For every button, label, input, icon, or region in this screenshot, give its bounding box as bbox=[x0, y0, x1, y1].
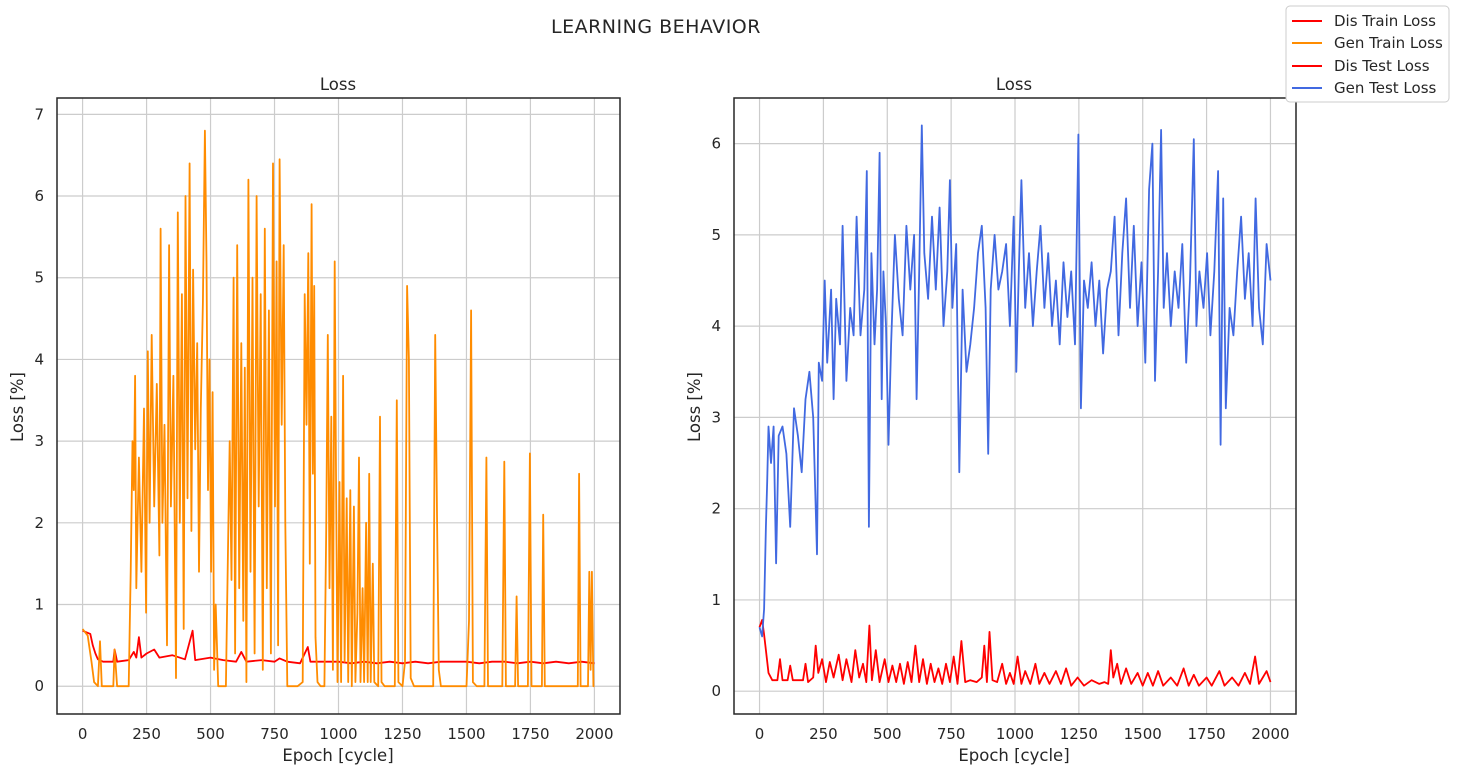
right-loss-chart: Loss Epoch [cycle] Loss [%] 0 250 500 750 10… bbox=[685, 75, 1297, 765]
left-ytick-label: 3 bbox=[34, 432, 44, 450]
left-xtick-label: 1250 bbox=[383, 725, 421, 743]
left-xtick-label: 1500 bbox=[447, 725, 485, 743]
right-ytick-label: 6 bbox=[711, 135, 721, 153]
right-chart-title: Loss bbox=[996, 75, 1032, 94]
left-chart-xlabel: Epoch [cycle] bbox=[282, 746, 393, 765]
right-chart-xlabel: Epoch [cycle] bbox=[958, 746, 1069, 765]
left-xtick-label: 2000 bbox=[575, 725, 613, 743]
left-ytick-label: 0 bbox=[34, 677, 44, 695]
legend-label-gen-test: Gen Test Loss bbox=[1334, 79, 1437, 97]
right-ytick-label: 0 bbox=[711, 682, 721, 700]
legend-frame bbox=[1285, 5, 1450, 103]
right-xtick-label: 0 bbox=[755, 725, 765, 743]
right-chart-ylabel: Loss [%] bbox=[685, 372, 704, 442]
right-ytick-label: 2 bbox=[711, 500, 721, 518]
left-axes-frame bbox=[56, 97, 621, 715]
left-xtick-label: 500 bbox=[196, 725, 225, 743]
left-ytick-label: 7 bbox=[34, 105, 44, 123]
right-xtick-label: 2000 bbox=[1251, 725, 1289, 743]
legend-label-dis-test: Dis Test Loss bbox=[1334, 57, 1430, 75]
left-xtick-label: 1000 bbox=[319, 725, 357, 743]
left-xtick-label: 250 bbox=[132, 725, 161, 743]
left-ytick-label: 5 bbox=[34, 269, 44, 287]
right-xtick-label: 1000 bbox=[996, 725, 1034, 743]
right-axes-frame bbox=[733, 97, 1297, 715]
left-xtick-label: 0 bbox=[78, 725, 88, 743]
left-ytick-label: 2 bbox=[34, 514, 44, 532]
right-xtick-label: 1750 bbox=[1187, 725, 1225, 743]
left-chart-ylabel: Loss [%] bbox=[8, 372, 27, 442]
left-series-gen-train-loss bbox=[81, 129, 595, 688]
right-xtick-label: 1250 bbox=[1060, 725, 1098, 743]
right-xtick-label: 750 bbox=[937, 725, 966, 743]
right-ytick-label: 3 bbox=[711, 408, 721, 426]
legend-label-gen-train: Gen Train Loss bbox=[1334, 34, 1443, 52]
figure-suptitle: LEARNING BEHAVIOR bbox=[551, 16, 761, 38]
right-grid bbox=[734, 98, 1296, 714]
left-series-dis-train-loss bbox=[82, 629, 595, 665]
right-ytick-label: 4 bbox=[711, 317, 721, 335]
right-ytick-label: 1 bbox=[711, 591, 721, 609]
left-xtick-label: 750 bbox=[260, 725, 289, 743]
left-ytick-label: 6 bbox=[34, 187, 44, 205]
right-series-dis-test-loss bbox=[758, 619, 1272, 687]
legend-label-dis-train: Dis Train Loss bbox=[1334, 12, 1436, 30]
left-loss-chart: Loss Epoch [cycle] Loss [%] 0 250 500 750 10… bbox=[8, 75, 621, 765]
right-series-gen-test-loss bbox=[758, 124, 1272, 638]
right-xtick-label: 1500 bbox=[1124, 725, 1162, 743]
right-xtick-label: 500 bbox=[873, 725, 902, 743]
right-ytick-label: 5 bbox=[711, 226, 721, 244]
left-xtick-label: 1750 bbox=[511, 725, 549, 743]
right-xtick-label: 250 bbox=[809, 725, 838, 743]
legend: Dis Train Loss Gen Train Loss Dis Test L… bbox=[1285, 5, 1450, 103]
left-chart-title: Loss bbox=[320, 75, 356, 94]
left-ytick-label: 1 bbox=[34, 596, 44, 614]
left-ytick-label: 4 bbox=[34, 350, 44, 368]
